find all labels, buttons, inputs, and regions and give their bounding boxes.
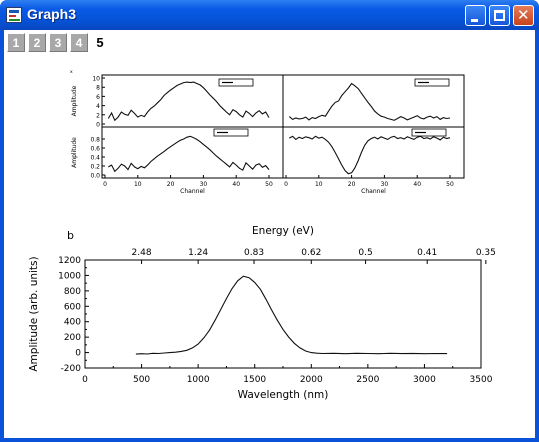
panel-bottom-right-series [289, 135, 451, 175]
tick-label-b-x: 0 [82, 375, 88, 385]
tick-label-bottom-left-y: 0.0 [90, 173, 100, 180]
tick-label-b-x: 1500 [243, 375, 266, 385]
panel-top-left-legend [218, 78, 254, 87]
tick-label-bottom-left-x: 0 [103, 181, 107, 188]
close-button[interactable]: ✕ [513, 5, 534, 26]
tick-label-top-left-y: 4 [96, 103, 100, 110]
tick-label-b-y: 800 [64, 287, 81, 297]
tick-label-b-y: 400 [64, 318, 81, 328]
tick-label-bottom-right-x: 0 [284, 181, 288, 188]
tick-label-bottom-left-y: 0.8 [90, 137, 100, 144]
tick-label-b-top: 0.35 [476, 248, 496, 258]
tick-label-b-x: 500 [133, 375, 150, 385]
title-bar[interactable]: Graph3 ✕ [0, 0, 539, 30]
tick-label-b-x: 3000 [413, 375, 436, 385]
tick-label-b-y: 0 [75, 349, 81, 359]
tick-label-bottom-right-x: 10 [315, 181, 323, 188]
tick-label-bottom-right-x: 40 [413, 181, 421, 188]
tick-label-b-top: 2.48 [132, 248, 152, 258]
tick-label-bottom-left-y: 0.6 [90, 146, 100, 153]
tick-label-b-top: 1.24 [188, 248, 208, 258]
window-title: Graph3 [27, 6, 77, 22]
tick-label-b-y: 200 [64, 333, 81, 343]
tick-label-top-left-y: 6 [96, 94, 100, 101]
tick-label-b-x: 2000 [300, 375, 323, 385]
tick-label-b-x: 2500 [356, 375, 379, 385]
maximize-button[interactable] [489, 5, 510, 26]
tick-label-top-left-y: 8 [96, 85, 100, 92]
ylabel-bottom-left: Amplitude [71, 137, 78, 168]
axis-multiplier-label: x [70, 70, 73, 75]
ylabel-amplitude: Amplitude (arb. units) [28, 256, 40, 371]
tick-label-b-top: 0.62 [301, 248, 321, 258]
layer-tab-4[interactable]: 4 [70, 33, 88, 52]
panel-bottom-left-series [108, 135, 270, 173]
tick-label-top-left-y: 0 [96, 122, 100, 129]
panel-bottom-right-legend [411, 128, 447, 137]
layer-tab-5[interactable]: 5 [91, 33, 109, 52]
tick-label-bottom-left-x: 20 [167, 181, 175, 188]
minimize-icon [471, 19, 478, 22]
tick-label-b-y: 600 [64, 302, 81, 312]
tick-label-bottom-left-y: 0.4 [90, 155, 100, 162]
tick-label-top-left-y: 10 [92, 76, 100, 83]
tick-label-bottom-left-x: 40 [232, 181, 240, 188]
panel-top-right-series [288, 82, 451, 121]
panel-bottom-left-legend [213, 128, 249, 137]
xlabel-bottom-left: Channel [180, 188, 205, 195]
tick-label-bottom-right-x: 50 [446, 181, 454, 188]
tick-label-bottom-left-x: 10 [134, 181, 142, 188]
ylabel-top-left: Amplitude [71, 85, 78, 116]
layer-tab-2[interactable]: 2 [28, 33, 46, 52]
tick-label-bottom-left-x: 30 [200, 181, 208, 188]
tick-label-b-x: 1000 [187, 375, 210, 385]
tick-label-b-top: 0.5 [358, 248, 372, 258]
minimize-button[interactable] [465, 5, 486, 26]
layer-tab-1[interactable]: 1 [7, 33, 25, 52]
tick-label-b-top: 0.41 [417, 248, 437, 258]
origin-graph-icon[interactable] [6, 7, 22, 23]
tick-label-b-top: 0.83 [244, 248, 264, 258]
xlabel-wavelength: Wavelength (nm) [238, 389, 329, 401]
tick-label-bottom-left-y: 0.2 [90, 164, 100, 171]
tick-label-b-x: 3500 [470, 375, 493, 385]
graph-page: 1 2 3 4 5 0 2 4 6 8 10 x Amplitude 0.0 0.2 0.4 0.6 0… [4, 30, 535, 438]
tick-label-bottom-right-x: 20 [348, 181, 356, 188]
panel-b-series [135, 275, 448, 355]
tick-label-top-left-y: 2 [96, 112, 100, 119]
panel-top-left-series [107, 81, 270, 122]
xlabel-bottom-right: Channel [361, 188, 386, 195]
panel-b-label: b [67, 229, 74, 242]
tick-label-b-y: -200 [61, 364, 82, 374]
panel-top-right-legend [414, 78, 450, 87]
maximize-icon [494, 10, 505, 21]
panel-b-frame [84, 259, 482, 369]
tick-label-b-y: 1000 [58, 271, 81, 281]
graph-canvas: 0 2 4 6 8 10 x Amplitude 0.0 0.2 0.4 0.6 0.8 Amplitud… [28, 70, 496, 401]
tick-label-bottom-left-x: 50 [265, 181, 273, 188]
tick-label-bottom-right-x: 30 [381, 181, 389, 188]
close-icon: ✕ [517, 6, 530, 24]
layer-tab-3[interactable]: 3 [49, 33, 67, 52]
tick-label-b-y: 1200 [58, 256, 81, 266]
xlabel-energy: Energy (eV) [252, 225, 314, 237]
